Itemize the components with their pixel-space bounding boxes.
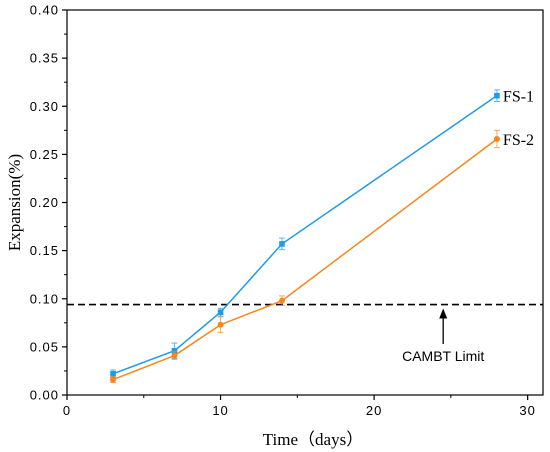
data-point (171, 347, 178, 354)
data-point (217, 309, 224, 316)
data-point (110, 371, 116, 377)
annotation-label: CAMBT Limit (402, 348, 484, 364)
y-tick-label: 0.10 (30, 291, 59, 306)
y-tick-label: 0.25 (30, 147, 59, 162)
x-tick-label: 20 (366, 403, 382, 418)
y-tick-label: 0.00 (30, 388, 59, 403)
data-point (493, 135, 500, 142)
plot-frame (66, 9, 544, 396)
data-point (494, 92, 500, 99)
x-tick-label: 10 (212, 403, 228, 418)
data-point (171, 352, 178, 359)
y-tick-label: 0.20 (30, 195, 59, 210)
data-point (110, 376, 117, 383)
y-tick-label: 0.30 (30, 99, 59, 114)
data-point (279, 241, 285, 247)
x-axis-title: Time（days） (263, 430, 363, 449)
series-label: FS-2 (503, 132, 534, 149)
data-point (278, 297, 285, 304)
y-tick-label: 0.15 (30, 243, 59, 258)
y-axis-title: Expansion(%) (5, 154, 24, 251)
x-tick-label: 0 (63, 403, 71, 418)
x-tick-label: 30 (519, 403, 535, 418)
annotation-arrow-head (439, 308, 448, 319)
y-tick-label: 0.35 (30, 51, 59, 66)
y-tick-label: 0.05 (30, 339, 59, 354)
y-tick-label: 0.40 (30, 3, 59, 18)
series-line-fs-2 (112, 138, 498, 381)
series-label: FS-1 (503, 89, 534, 106)
series-line-fs-1 (112, 95, 498, 375)
data-point (217, 321, 224, 328)
